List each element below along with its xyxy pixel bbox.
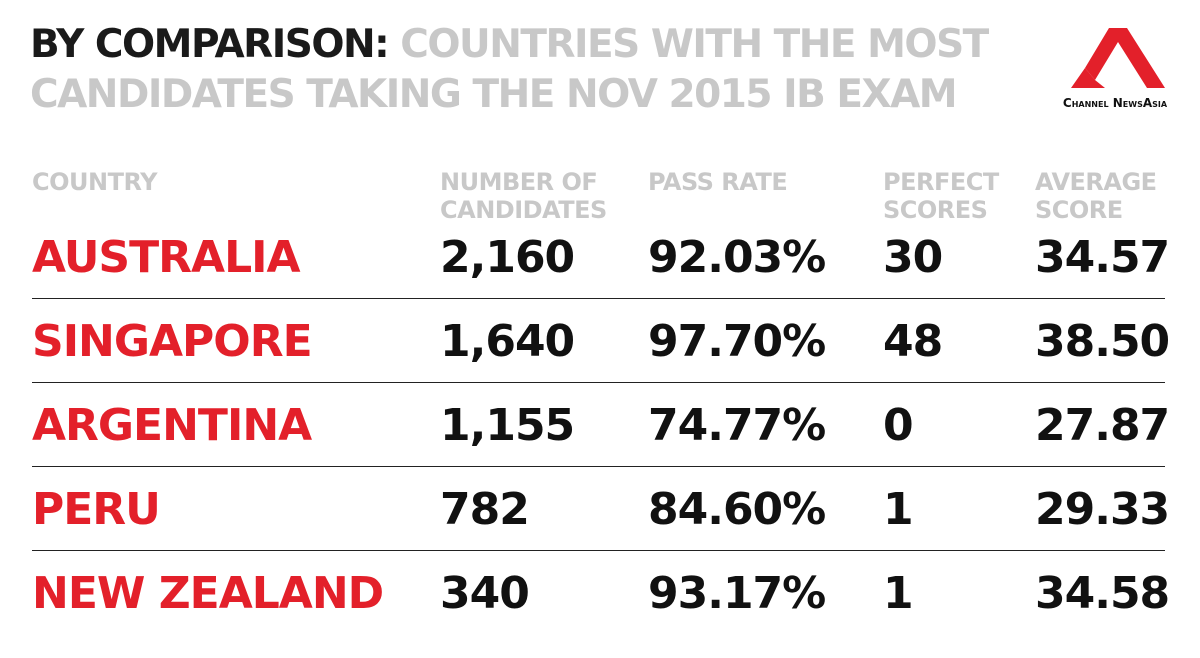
table-cell: 29.33 — [1035, 484, 1170, 535]
table-cell: 27.87 — [1035, 400, 1170, 451]
table-cell: 2,160 — [440, 232, 575, 283]
title: BY COMPARISON: COUNTRIES WITH THE MOST C… — [30, 20, 1040, 120]
logo: Channel NewsAsia — [1040, 28, 1190, 110]
table-cell: 1 — [883, 568, 914, 619]
table-cell: 34.58 — [1035, 568, 1170, 619]
table-cell: 38.50 — [1035, 316, 1170, 367]
row-divider — [32, 466, 1165, 467]
table-cell: 30 — [883, 232, 943, 283]
table-cell: 1,640 — [440, 316, 575, 367]
title-rest: COUNTRIES WITH THE MOST CANDIDATES TAKIN… — [30, 22, 989, 117]
table-cell: 97.70% — [648, 316, 826, 367]
country-name: NEW ZEALAND — [32, 568, 384, 619]
title-lead: BY COMPARISON: — [30, 22, 390, 67]
table-cell: 93.17% — [648, 568, 826, 619]
table-cell: 340 — [440, 568, 530, 619]
country-name: ARGENTINA — [32, 400, 312, 451]
logo-text: Channel NewsAsia — [1062, 96, 1168, 110]
row-divider — [32, 298, 1165, 299]
table-cell: 74.77% — [648, 400, 826, 451]
column-header: PASS RATE — [648, 168, 788, 196]
table-cell: 92.03% — [648, 232, 826, 283]
table-cell: 84.60% — [648, 484, 826, 535]
table-cell: 34.57 — [1035, 232, 1170, 283]
country-name: SINGAPORE — [32, 316, 313, 367]
column-header: COUNTRY — [32, 168, 158, 196]
table-cell: 1 — [883, 484, 914, 535]
column-header: PERFECT SCORES — [883, 168, 999, 224]
table-cell: 782 — [440, 484, 530, 535]
logo-mark — [1071, 28, 1165, 88]
table-cell: 48 — [883, 316, 943, 367]
row-divider — [32, 550, 1165, 551]
column-header: AVERAGE SCORE — [1035, 168, 1157, 224]
country-name: PERU — [32, 484, 161, 535]
table-cell: 1,155 — [440, 400, 575, 451]
column-header: NUMBER OF CANDIDATES — [440, 168, 607, 224]
row-divider — [32, 382, 1165, 383]
table-cell: 0 — [883, 400, 914, 451]
country-name: AUSTRALIA — [32, 232, 301, 283]
